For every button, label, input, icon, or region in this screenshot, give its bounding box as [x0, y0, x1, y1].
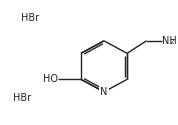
Text: N: N	[100, 87, 108, 97]
Text: NH: NH	[162, 36, 177, 46]
Text: HO: HO	[43, 74, 58, 84]
Text: HBr: HBr	[14, 93, 32, 103]
Text: HBr: HBr	[21, 13, 39, 23]
Text: 2: 2	[169, 39, 174, 45]
